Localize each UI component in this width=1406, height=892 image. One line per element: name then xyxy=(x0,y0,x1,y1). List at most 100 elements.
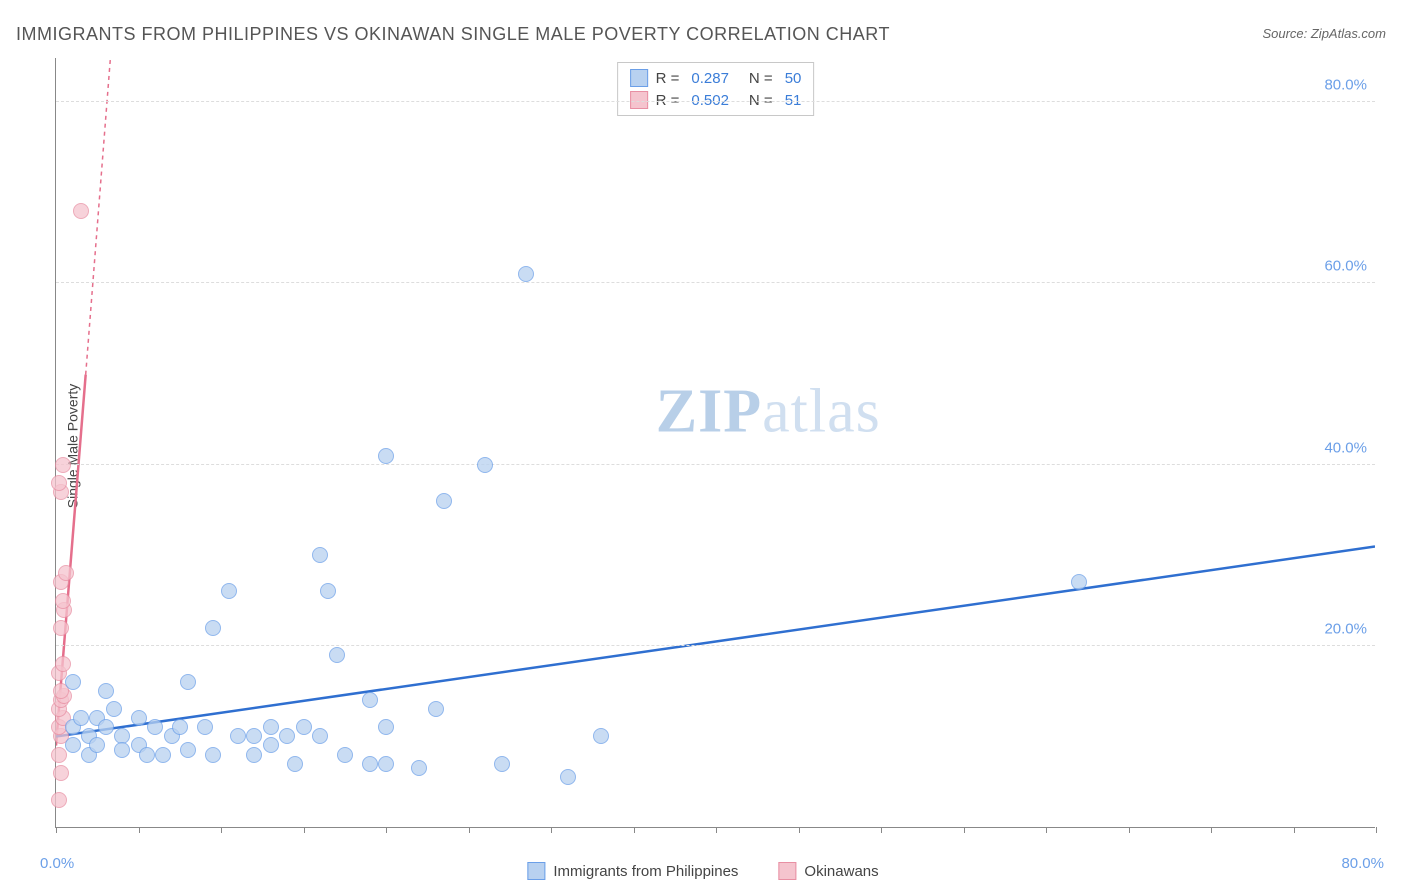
plot-area: ZIPatlas R = 0.287 N = 50 R = 0.502 N = … xyxy=(55,58,1375,828)
data-point xyxy=(560,769,576,785)
data-point xyxy=(246,728,262,744)
source-credit: Source: ZipAtlas.com xyxy=(1262,26,1386,41)
legend-n-label: N = xyxy=(749,92,773,109)
data-point xyxy=(73,710,89,726)
data-point xyxy=(205,620,221,636)
legend-n-value-1: 50 xyxy=(785,70,802,87)
source-value: ZipAtlas.com xyxy=(1311,26,1386,41)
x-max-label: 80.0% xyxy=(1341,855,1384,872)
data-point xyxy=(287,756,303,772)
data-point xyxy=(51,792,67,808)
x-tick xyxy=(56,827,57,833)
data-point xyxy=(180,674,196,690)
legend-swatch-pink xyxy=(778,862,796,880)
data-point xyxy=(263,737,279,753)
x-tick xyxy=(1211,827,1212,833)
bottom-legend: Immigrants from Philippines Okinawans xyxy=(527,862,878,880)
data-point xyxy=(55,656,71,672)
data-point xyxy=(131,710,147,726)
data-point xyxy=(98,683,114,699)
x-tick xyxy=(386,827,387,833)
x-tick xyxy=(1294,827,1295,833)
legend-swatch-pink xyxy=(630,91,648,109)
data-point xyxy=(378,756,394,772)
gridline xyxy=(56,101,1375,102)
data-point xyxy=(279,728,295,744)
data-point xyxy=(494,756,510,772)
legend-row-philippines: R = 0.287 N = 50 xyxy=(630,67,802,89)
x-origin-label: 0.0% xyxy=(40,855,74,872)
legend-r-label: R = xyxy=(656,92,680,109)
legend-r-value-1: 0.287 xyxy=(691,70,729,87)
data-point xyxy=(477,457,493,473)
data-point xyxy=(114,742,130,758)
watermark: ZIPatlas xyxy=(656,376,881,447)
gridline xyxy=(56,464,1375,465)
data-point xyxy=(221,583,237,599)
data-point xyxy=(378,719,394,735)
data-point xyxy=(65,674,81,690)
data-point xyxy=(172,719,188,735)
data-point xyxy=(518,266,534,282)
data-point xyxy=(65,737,81,753)
data-point xyxy=(436,493,452,509)
data-point xyxy=(53,620,69,636)
data-point xyxy=(55,457,71,473)
data-point xyxy=(362,756,378,772)
data-point xyxy=(51,475,67,491)
y-tick-label: 20.0% xyxy=(1324,620,1367,637)
y-tick-label: 80.0% xyxy=(1324,77,1367,94)
data-point xyxy=(53,765,69,781)
data-point xyxy=(378,448,394,464)
x-tick xyxy=(139,827,140,833)
bottom-legend-label-2: Okinawans xyxy=(804,863,878,880)
data-point xyxy=(312,728,328,744)
legend-swatch-blue xyxy=(630,69,648,87)
data-point xyxy=(411,760,427,776)
trend-line xyxy=(56,547,1375,737)
data-point xyxy=(296,719,312,735)
data-point xyxy=(58,565,74,581)
data-point xyxy=(593,728,609,744)
legend-r-label: R = xyxy=(656,70,680,87)
trend-lines-svg xyxy=(56,58,1375,827)
x-tick xyxy=(716,827,717,833)
source-label: Source: xyxy=(1262,26,1310,41)
bottom-legend-label-1: Immigrants from Philippines xyxy=(553,863,738,880)
legend-n-value-2: 51 xyxy=(785,92,802,109)
data-point xyxy=(205,747,221,763)
x-tick xyxy=(799,827,800,833)
x-tick xyxy=(1046,827,1047,833)
data-point xyxy=(1071,574,1087,590)
data-point xyxy=(329,647,345,663)
legend-row-okinawans: R = 0.502 N = 51 xyxy=(630,89,802,111)
legend-n-label: N = xyxy=(749,70,773,87)
data-point xyxy=(312,547,328,563)
data-point xyxy=(246,747,262,763)
data-point xyxy=(180,742,196,758)
x-tick xyxy=(1376,827,1377,833)
x-tick xyxy=(221,827,222,833)
x-tick xyxy=(551,827,552,833)
data-point xyxy=(155,747,171,763)
x-tick xyxy=(304,827,305,833)
data-point xyxy=(106,701,122,717)
gridline xyxy=(56,645,1375,646)
bottom-legend-item-okinawans: Okinawans xyxy=(778,862,878,880)
y-tick-label: 40.0% xyxy=(1324,439,1367,456)
x-tick xyxy=(964,827,965,833)
data-point xyxy=(139,747,155,763)
x-tick xyxy=(881,827,882,833)
legend-swatch-blue xyxy=(527,862,545,880)
data-point xyxy=(263,719,279,735)
bottom-legend-item-philippines: Immigrants from Philippines xyxy=(527,862,738,880)
correlation-legend: R = 0.287 N = 50 R = 0.502 N = 51 xyxy=(617,62,815,116)
gridline xyxy=(56,282,1375,283)
watermark-atlas: atlas xyxy=(762,377,881,445)
y-tick-label: 60.0% xyxy=(1324,258,1367,275)
data-point xyxy=(428,701,444,717)
data-point xyxy=(147,719,163,735)
data-point xyxy=(337,747,353,763)
data-point xyxy=(320,583,336,599)
data-point xyxy=(98,719,114,735)
